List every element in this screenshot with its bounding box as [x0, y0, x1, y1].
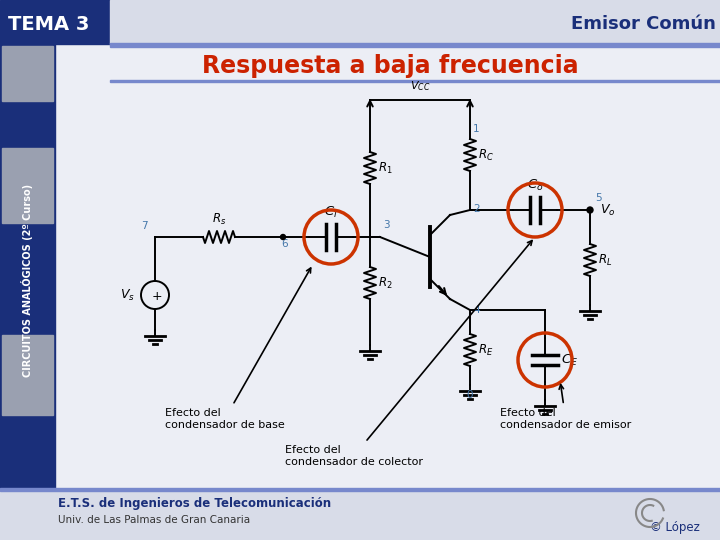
Text: $V_{CC}$: $V_{CC}$	[410, 79, 431, 93]
Text: $V_o$: $V_o$	[600, 202, 616, 218]
Text: 1: 1	[473, 124, 480, 134]
Bar	[2, 148, 53, 223]
Text: $R_s$: $R_s$	[212, 212, 226, 227]
Text: TEMA 3: TEMA 3	[8, 15, 89, 33]
Text: Efecto del
condensador de colector: Efecto del condensador de colector	[285, 241, 532, 467]
Bar	[55, 44, 720, 488]
Text: 0: 0	[466, 390, 472, 400]
Text: 4: 4	[473, 305, 480, 315]
Bar	[0, 0, 110, 44]
Text: 5: 5	[595, 193, 602, 203]
Text: $R_C$: $R_C$	[478, 147, 494, 163]
Bar	[110, 43, 720, 47]
Text: 6: 6	[281, 239, 287, 249]
Bar	[0, 491, 720, 540]
Bar	[110, 80, 720, 82]
Text: $R_L$: $R_L$	[598, 252, 612, 267]
Text: $R_1$: $R_1$	[378, 160, 392, 176]
Text: 7: 7	[141, 221, 148, 231]
Text: $V_s$: $V_s$	[120, 287, 135, 302]
Bar	[2, 46, 53, 101]
Text: 2: 2	[473, 204, 480, 214]
Circle shape	[281, 234, 286, 240]
Text: +: +	[152, 289, 162, 302]
Bar	[2, 335, 53, 415]
Text: Efecto del
condensador de emisor: Efecto del condensador de emisor	[500, 384, 631, 430]
Text: Emisor Común: Emisor Común	[571, 15, 716, 33]
Text: Efecto del
condensador de base: Efecto del condensador de base	[165, 268, 311, 430]
Text: CIRCUITOS ANALÓGICOS (2º Curso): CIRCUITOS ANALÓGICOS (2º Curso)	[21, 184, 33, 376]
Text: 3: 3	[383, 220, 390, 230]
Text: © López: © López	[650, 521, 700, 534]
Bar	[110, 0, 720, 44]
Text: $C_o$: $C_o$	[527, 178, 544, 193]
Bar	[0, 44, 55, 488]
Circle shape	[587, 207, 593, 213]
Text: $R_E$: $R_E$	[478, 342, 493, 357]
Text: $R_2$: $R_2$	[378, 275, 392, 291]
Text: Respuesta a baja frecuencia: Respuesta a baja frecuencia	[202, 54, 578, 78]
Bar	[0, 488, 720, 491]
Text: Univ. de Las Palmas de Gran Canaria: Univ. de Las Palmas de Gran Canaria	[58, 515, 250, 525]
Text: E.T.S. de Ingenieros de Telecomunicación: E.T.S. de Ingenieros de Telecomunicación	[58, 497, 331, 510]
Text: $C_i$: $C_i$	[324, 205, 338, 220]
Text: $C_E$: $C_E$	[561, 353, 578, 368]
